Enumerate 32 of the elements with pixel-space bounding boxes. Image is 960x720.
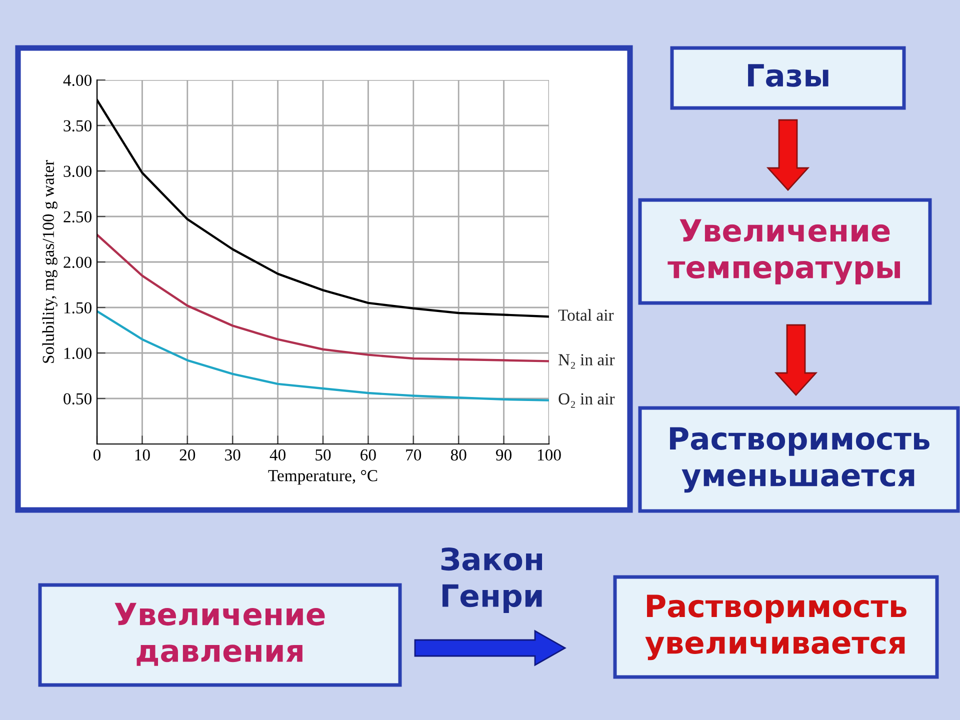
y-tick-label: 2.50 (64, 211, 92, 223)
y-tick-label: 0.50 (64, 393, 92, 405)
x-tick-label: 90 (496, 449, 512, 461)
x-tick-label: 0 (93, 449, 101, 461)
text: Газы (748, 64, 828, 87)
series-label: O₂ in air (558, 393, 615, 408)
text: Растворимость уменьшается (670, 427, 930, 493)
series-label: N₂ in air (558, 354, 615, 369)
series-label: Total air (558, 309, 614, 321)
text: Растворимость увеличивается (645, 594, 906, 660)
x-tick-label: 40 (270, 449, 286, 461)
y-tick-label: 3.00 (64, 166, 92, 178)
y-tick-label: 1.00 (64, 348, 92, 360)
line-series (97, 310, 549, 402)
y-tick-label: 2.00 (64, 256, 92, 268)
text: Закон Генри (441, 547, 542, 614)
x-tick-label: 70 (406, 449, 422, 461)
y-tick-label: 1.50 (64, 302, 92, 314)
y-tick-label: 3.50 (64, 120, 92, 132)
y-axis-title: Solubility, mg gas/100 g water (42, 160, 58, 363)
x-tick-label: 80 (450, 449, 466, 461)
x-tick-label: 20 (180, 449, 196, 461)
x-tick-label: 50 (316, 449, 331, 461)
x-axis-title: Temperature, °C (268, 470, 378, 485)
x-tick-label: 30 (225, 449, 240, 461)
x-tick-label: 100 (538, 449, 561, 461)
line-series (97, 234, 549, 362)
y-tick-label: 4.00 (63, 74, 92, 86)
x-tick-label: 10 (135, 449, 150, 461)
text: Увеличение температуры (668, 219, 900, 285)
text: Увеличение давления (114, 602, 325, 666)
x-tick-label: 60 (360, 449, 376, 461)
